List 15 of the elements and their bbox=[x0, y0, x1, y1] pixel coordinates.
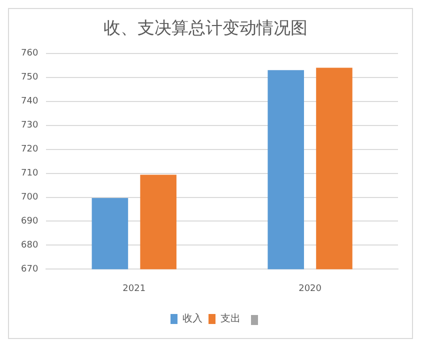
chart-title: 收、支决算总计变动情况图 bbox=[104, 18, 308, 39]
y-tick-label: 670 bbox=[20, 264, 38, 275]
y-tick-label: 680 bbox=[20, 240, 38, 251]
y-tick-label: 700 bbox=[20, 192, 38, 203]
y-tick-label: 710 bbox=[20, 168, 38, 179]
y-tick-label: 750 bbox=[20, 72, 38, 83]
x-tick-label: 2020 bbox=[298, 284, 322, 294]
y-tick-label: 730 bbox=[20, 120, 38, 131]
legend-label: 收入 bbox=[182, 312, 202, 325]
y-tick-label: 760 bbox=[20, 48, 38, 59]
y-tick-label: 740 bbox=[20, 96, 38, 107]
legend-label: 支出 bbox=[220, 312, 240, 325]
x-tick-label: 2021 bbox=[122, 284, 146, 294]
y-tick-label: 690 bbox=[20, 216, 38, 227]
y-tick-label: 720 bbox=[20, 144, 38, 155]
